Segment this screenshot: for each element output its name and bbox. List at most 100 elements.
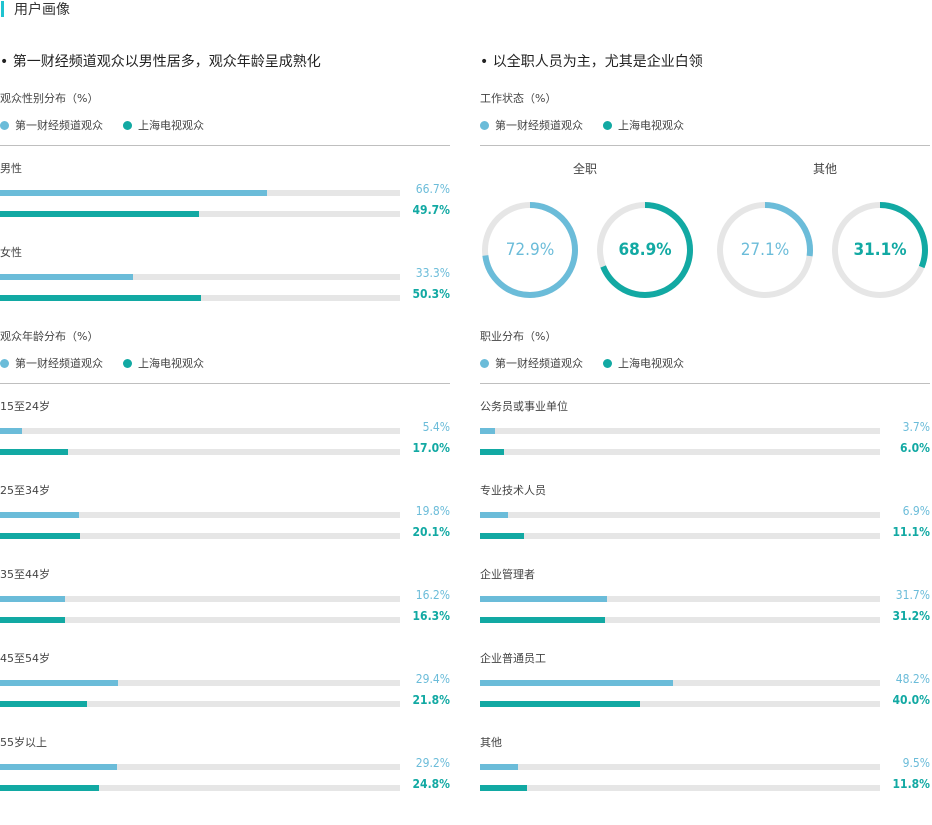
bar-track xyxy=(480,617,880,623)
bar-series1 xyxy=(0,428,22,434)
legend-dot-series2 xyxy=(123,358,132,368)
bar-track xyxy=(480,449,880,455)
legend-label-series2: 上海电视观众 xyxy=(138,119,204,132)
value-label: 3.7% xyxy=(902,420,930,434)
bar-track xyxy=(0,785,400,791)
value-label: 6.9% xyxy=(902,504,930,518)
gender-subtitle: 观众性别分布（%） xyxy=(0,92,99,105)
legend-item-series1: 第一财经频道观众 xyxy=(480,117,583,133)
legend-label-series1: 第一财经频道观众 xyxy=(495,119,583,132)
value-label: 49.7% xyxy=(412,203,450,217)
bar-track xyxy=(480,785,880,791)
bar-track xyxy=(0,428,400,434)
bar-series2 xyxy=(0,785,100,791)
legend-label-series2: 上海电视观众 xyxy=(618,357,684,370)
bar-track xyxy=(480,596,880,602)
bar-series2 xyxy=(480,785,528,791)
legend-label-series1: 第一财经频道观众 xyxy=(15,119,103,132)
value-label: 19.8% xyxy=(415,504,450,518)
bar-series1 xyxy=(0,190,267,196)
bar-series1 xyxy=(480,764,518,770)
ring-series2: 68.9% xyxy=(595,200,695,300)
category-label: 企业管理者 xyxy=(480,568,535,581)
category-label: 55岁以上 xyxy=(0,736,47,749)
value-label: 6.0% xyxy=(900,441,930,455)
bar-series1 xyxy=(480,596,607,602)
legend-item-series2: 上海电视观众 xyxy=(123,355,204,371)
legend-item-series2: 上海电视观众 xyxy=(603,355,684,371)
bar-track xyxy=(480,764,880,770)
ring-arc xyxy=(597,202,693,298)
category-label: 25至34岁 xyxy=(0,484,50,497)
header-accent-bar xyxy=(1,1,4,17)
ring-svg xyxy=(717,202,813,298)
value-label: 20.1% xyxy=(412,525,450,539)
ring-value-label: 68.9% xyxy=(618,240,672,260)
page-title: 用户画像 xyxy=(14,2,70,18)
gender-legend: 第一财经频道观众 上海电视观众 xyxy=(0,117,224,133)
legend-item-series2: 上海电视观众 xyxy=(123,117,204,133)
value-label: 24.8% xyxy=(412,777,450,791)
legend-label-series1: 第一财经频道观众 xyxy=(495,357,583,370)
value-label: 16.2% xyxy=(415,588,450,602)
bar-track xyxy=(0,617,400,623)
bar-series2 xyxy=(480,617,605,623)
age-subtitle: 观众年龄分布（%） xyxy=(0,330,99,343)
ring-series1: 72.9% xyxy=(480,200,580,300)
bar-series1 xyxy=(0,596,65,602)
bar-track xyxy=(480,701,880,707)
bar-track xyxy=(0,764,400,770)
bar-track xyxy=(0,512,400,518)
value-label: 40.0% xyxy=(892,693,930,707)
ring-svg xyxy=(832,202,928,298)
ring-svg xyxy=(482,202,578,298)
legend-item-series1: 第一财经频道观众 xyxy=(0,355,103,371)
work-divider xyxy=(480,145,930,146)
bar-series2 xyxy=(480,449,504,455)
ring-value-label: 31.1% xyxy=(853,240,907,260)
legend-dot-series1 xyxy=(480,358,489,368)
page-header: 用户画像 xyxy=(0,0,70,18)
value-label: 33.3% xyxy=(415,266,450,280)
ring-series2: 31.1% xyxy=(830,200,930,300)
value-label: 21.8% xyxy=(412,693,450,707)
bar-series1 xyxy=(0,274,134,280)
bar-track xyxy=(480,533,880,539)
bar-track xyxy=(0,274,400,280)
category-label: 女性 xyxy=(0,246,22,259)
ring-arc xyxy=(717,202,813,298)
bar-series2 xyxy=(0,295,202,301)
category-label: 45至54岁 xyxy=(0,652,50,665)
bar-series2 xyxy=(480,701,640,707)
value-label: 5.4% xyxy=(422,420,450,434)
value-label: 50.3% xyxy=(412,287,450,301)
bar-series2 xyxy=(0,701,88,707)
value-label: 16.3% xyxy=(412,609,450,623)
bar-series2 xyxy=(0,211,199,217)
value-label: 31.2% xyxy=(892,609,930,623)
category-label: 男性 xyxy=(0,162,22,175)
bar-series1 xyxy=(0,764,117,770)
value-label: 48.2% xyxy=(895,672,930,686)
value-label: 66.7% xyxy=(415,182,450,196)
ring-value-label: 27.1% xyxy=(740,240,790,260)
bar-track xyxy=(0,701,400,707)
bar-series2 xyxy=(0,533,81,539)
category-label: 公务员或事业单位 xyxy=(480,400,568,413)
legend-dot-series2 xyxy=(603,120,612,130)
legend-dot-series1 xyxy=(0,120,9,130)
occupation-legend: 第一财经频道观众 上海电视观众 xyxy=(480,355,704,371)
bar-track xyxy=(0,596,400,602)
legend-item-series2: 上海电视观众 xyxy=(603,117,684,133)
legend-dot-series2 xyxy=(603,358,612,368)
category-label: 35至44岁 xyxy=(0,568,50,581)
bar-series2 xyxy=(0,449,68,455)
ring-group-label: 全职 xyxy=(572,162,597,176)
value-label: 31.7% xyxy=(895,588,930,602)
bar-track xyxy=(0,211,400,217)
ring-series1: 27.1% xyxy=(715,200,815,300)
bar-series1 xyxy=(480,512,508,518)
ring-arc xyxy=(832,202,928,298)
bar-track xyxy=(480,428,880,434)
bar-track xyxy=(0,190,400,196)
